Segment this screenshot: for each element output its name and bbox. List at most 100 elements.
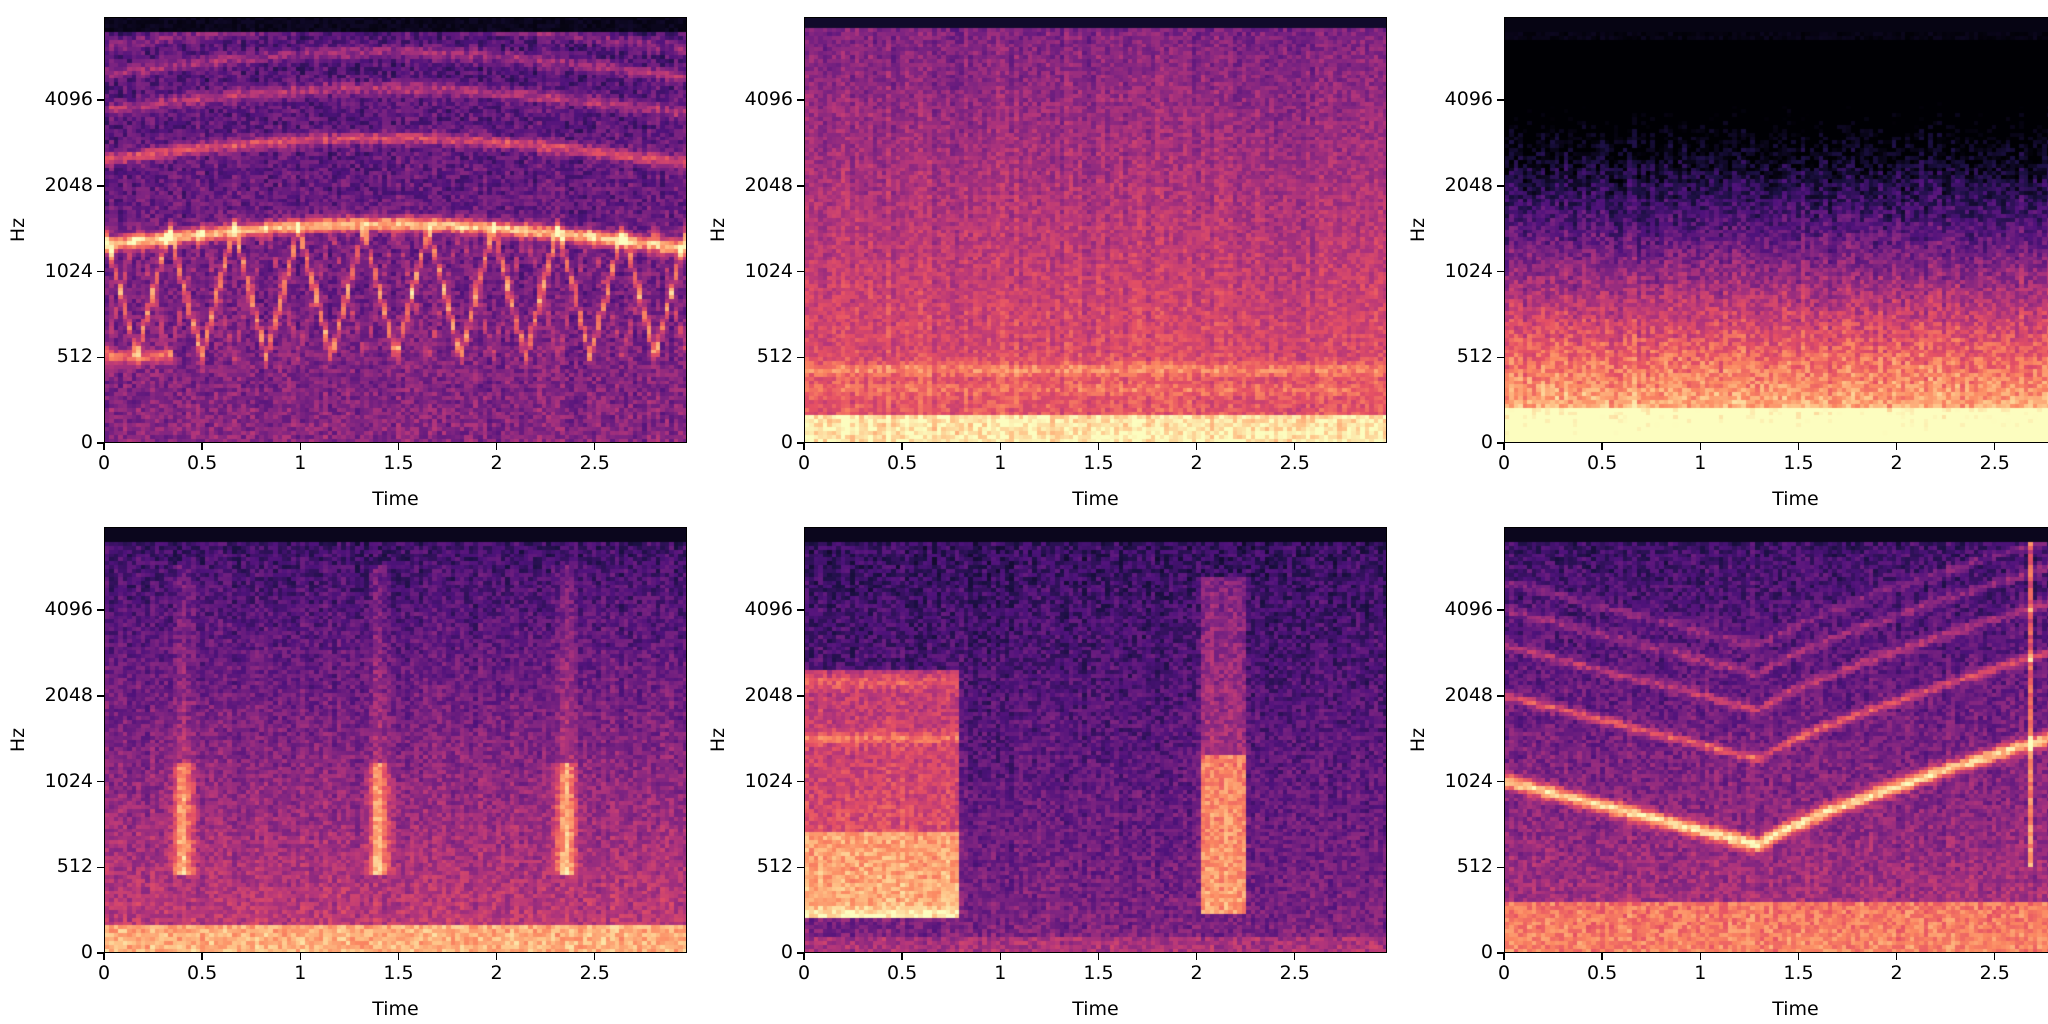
y-tick-label: 2048 — [44, 683, 93, 706]
y-tick-label: 0 — [1480, 941, 1493, 963]
spectrogram-panel-5: 0 0.5 1 1.5 2 2.5 0 512 1024 2048 4096 Time Hz — [707, 527, 1387, 1020]
y-tick-mark — [797, 99, 804, 101]
y-tick-label: 0 — [780, 431, 793, 453]
y-tick-label: 2048 — [744, 683, 793, 706]
x-tick-mark — [1293, 443, 1296, 450]
x-tick-mark — [593, 443, 596, 450]
x-tick-label: 0 — [97, 962, 111, 984]
x-axis-label: Time — [1072, 998, 1119, 1020]
x-tick-mark — [803, 443, 805, 450]
y-tick-mark — [97, 356, 104, 359]
y-tick-label: 4096 — [1444, 88, 1493, 111]
x-tick-mark — [299, 953, 302, 960]
x-tick-label: 2.5 — [579, 452, 610, 474]
y-axis-label: Hz — [1407, 217, 1430, 243]
y-tick-mark — [1497, 866, 1504, 869]
y-tick-mark — [1497, 185, 1504, 187]
x-tick-label: 1 — [1694, 962, 1707, 984]
y-tick-mark — [97, 866, 104, 869]
y-tick-label: 2048 — [1444, 683, 1493, 706]
y-axis-label: Hz — [707, 727, 730, 753]
x-tick-mark — [1097, 953, 1100, 960]
x-tick-label: 2 — [1190, 452, 1203, 474]
y-tick-label: 512 — [756, 855, 793, 878]
x-tick-label: 1 — [1694, 452, 1707, 474]
x-tick-label: 2 — [1190, 962, 1203, 984]
x-tick-label: 1.5 — [1083, 452, 1114, 474]
x-tick-mark — [901, 443, 903, 450]
x-tick-mark — [999, 443, 1002, 450]
x-axis-label: Time — [372, 488, 419, 510]
x-tick-mark — [1797, 953, 1800, 960]
x-tick-label: 2 — [1890, 962, 1903, 984]
x-tick-label: 0 — [97, 452, 111, 474]
y-tick-label: 2048 — [744, 173, 793, 196]
spectrogram-heatmap — [104, 17, 687, 443]
x-tick-mark — [593, 953, 596, 960]
spectrogram-panel-3: 0 0.5 1 1.5 2 2.5 0 512 1024 2048 4096 Time Hz — [1407, 17, 2048, 510]
y-axis-label: Hz — [1407, 727, 1430, 753]
y-tick-mark — [97, 270, 104, 273]
x-tick-mark — [1699, 953, 1702, 960]
y-tick-mark — [97, 609, 104, 611]
spectrogram-heatmap — [1504, 17, 2048, 443]
y-tick-label: 2048 — [44, 173, 93, 196]
x-tick-label: 2.5 — [1979, 962, 2010, 984]
x-tick-mark — [201, 953, 203, 960]
x-tick-mark — [201, 443, 203, 450]
y-tick-mark — [1497, 356, 1504, 359]
x-tick-label: 1.5 — [383, 452, 414, 474]
x-tick-mark — [103, 953, 105, 960]
x-tick-label: 0.5 — [187, 452, 218, 474]
x-tick-label: 1.5 — [383, 962, 414, 984]
y-tick-label: 512 — [1456, 345, 1493, 368]
y-tick-mark — [797, 695, 804, 697]
x-tick-mark — [999, 953, 1002, 960]
x-tick-label: 1.5 — [1083, 962, 1114, 984]
spectrogram-heatmap — [104, 527, 687, 953]
spectrogram-panel-6: 0 0.5 1 1.5 2 2.5 0 512 1024 2048 4096 Time Hz — [1407, 527, 2048, 1020]
y-tick-mark — [97, 780, 104, 783]
y-axis-label: Hz — [7, 217, 30, 243]
y-tick-label: 1024 — [1444, 769, 1493, 792]
x-tick-mark — [901, 953, 903, 960]
x-tick-label: 2.5 — [1979, 452, 2010, 474]
x-tick-mark — [1293, 953, 1296, 960]
y-tick-mark — [797, 270, 804, 273]
y-tick-mark — [797, 442, 804, 444]
y-tick-label: 0 — [780, 941, 793, 963]
y-tick-mark — [1497, 609, 1504, 611]
y-tick-label: 0 — [80, 431, 93, 453]
x-tick-mark — [1503, 953, 1505, 960]
y-axis-label: Hz — [7, 727, 30, 753]
y-tick-mark — [797, 952, 804, 954]
y-axis-label: Hz — [707, 217, 730, 243]
x-tick-label: 0 — [797, 452, 811, 474]
y-tick-label: 1024 — [1444, 259, 1493, 282]
x-tick-label: 2.5 — [1279, 452, 1310, 474]
x-tick-label: 0.5 — [887, 962, 918, 984]
y-tick-mark — [1497, 442, 1504, 444]
spectrogram-panel-2: 0 0.5 1 1.5 2 2.5 0 512 1024 2048 4096 Time Hz — [707, 17, 1387, 510]
y-tick-label: 512 — [1456, 855, 1493, 878]
x-tick-mark — [1195, 953, 1198, 960]
y-tick-mark — [97, 952, 104, 954]
y-tick-mark — [1497, 952, 1504, 954]
x-tick-mark — [299, 443, 302, 450]
x-tick-label: 0 — [1497, 962, 1511, 984]
x-tick-label: 0.5 — [887, 452, 918, 474]
x-tick-mark — [1097, 443, 1100, 450]
x-tick-mark — [1601, 443, 1603, 450]
y-tick-mark — [97, 185, 104, 187]
y-tick-mark — [1497, 780, 1504, 783]
y-tick-label: 0 — [80, 941, 93, 963]
y-tick-mark — [1497, 695, 1504, 697]
x-tick-mark — [495, 443, 498, 450]
x-tick-label: 0 — [797, 962, 811, 984]
x-tick-mark — [397, 443, 400, 450]
x-tick-mark — [495, 953, 498, 960]
x-tick-mark — [1797, 443, 1800, 450]
x-tick-label: 2 — [1890, 452, 1903, 474]
x-tick-mark — [397, 953, 400, 960]
x-tick-label: 1.5 — [1783, 962, 1814, 984]
